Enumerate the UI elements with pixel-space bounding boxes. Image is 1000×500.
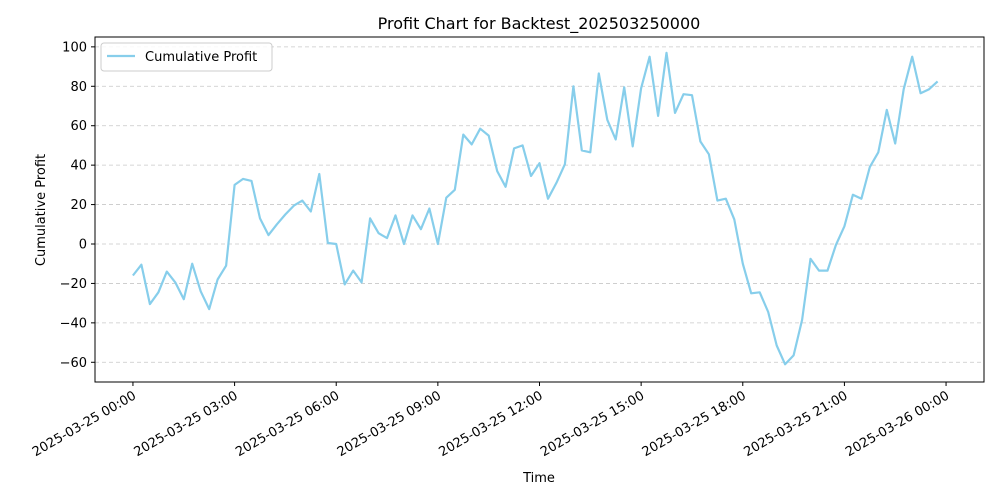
- x-axis-title: Time: [522, 471, 555, 486]
- plot-area-frame: [94, 36, 985, 383]
- y-tick-label: 80: [70, 80, 87, 95]
- y-axis: −60 −40 −20 0 20 40 60 80 100: [60, 40, 95, 371]
- x-tick-label: 2025-03-25 12:00: [437, 388, 546, 460]
- series-layer: [132, 51, 939, 366]
- x-tick-label: 2025-03-25 18:00: [640, 388, 749, 460]
- y-tick-label: 40: [70, 159, 87, 174]
- x-tick-label: 2025-03-25 03:00: [132, 388, 241, 460]
- y-axis-title: Cumulative Profit: [34, 154, 49, 266]
- x-tick-label: 2025-03-25 06:00: [233, 388, 342, 460]
- x-tick-label: 2025-03-25 00:00: [30, 388, 139, 460]
- y-tick-label: 60: [70, 119, 87, 134]
- legend-label: Cumulative Profit: [145, 50, 257, 65]
- chart-title: Profit Chart for Backtest_202503250000: [378, 14, 701, 34]
- x-tick-label: 2025-03-25 21:00: [741, 388, 850, 460]
- legend: Cumulative Profit: [100, 42, 273, 72]
- y-tick-label: 100: [62, 40, 87, 55]
- x-tick-label: 2025-03-25 09:00: [335, 388, 444, 460]
- series-line-cumulative-profit: [132, 51, 939, 366]
- x-tick-label: 2025-03-25 15:00: [538, 388, 647, 460]
- legend-box: [100, 42, 273, 72]
- y-tick-label: −40: [60, 316, 87, 331]
- x-tick-label: 2025-03-26 00:00: [843, 388, 952, 460]
- y-tick-label: 0: [79, 238, 87, 253]
- y-tick-label: 20: [70, 198, 87, 213]
- y-tick-label: −60: [60, 356, 87, 371]
- y-tick-label: −20: [60, 277, 87, 292]
